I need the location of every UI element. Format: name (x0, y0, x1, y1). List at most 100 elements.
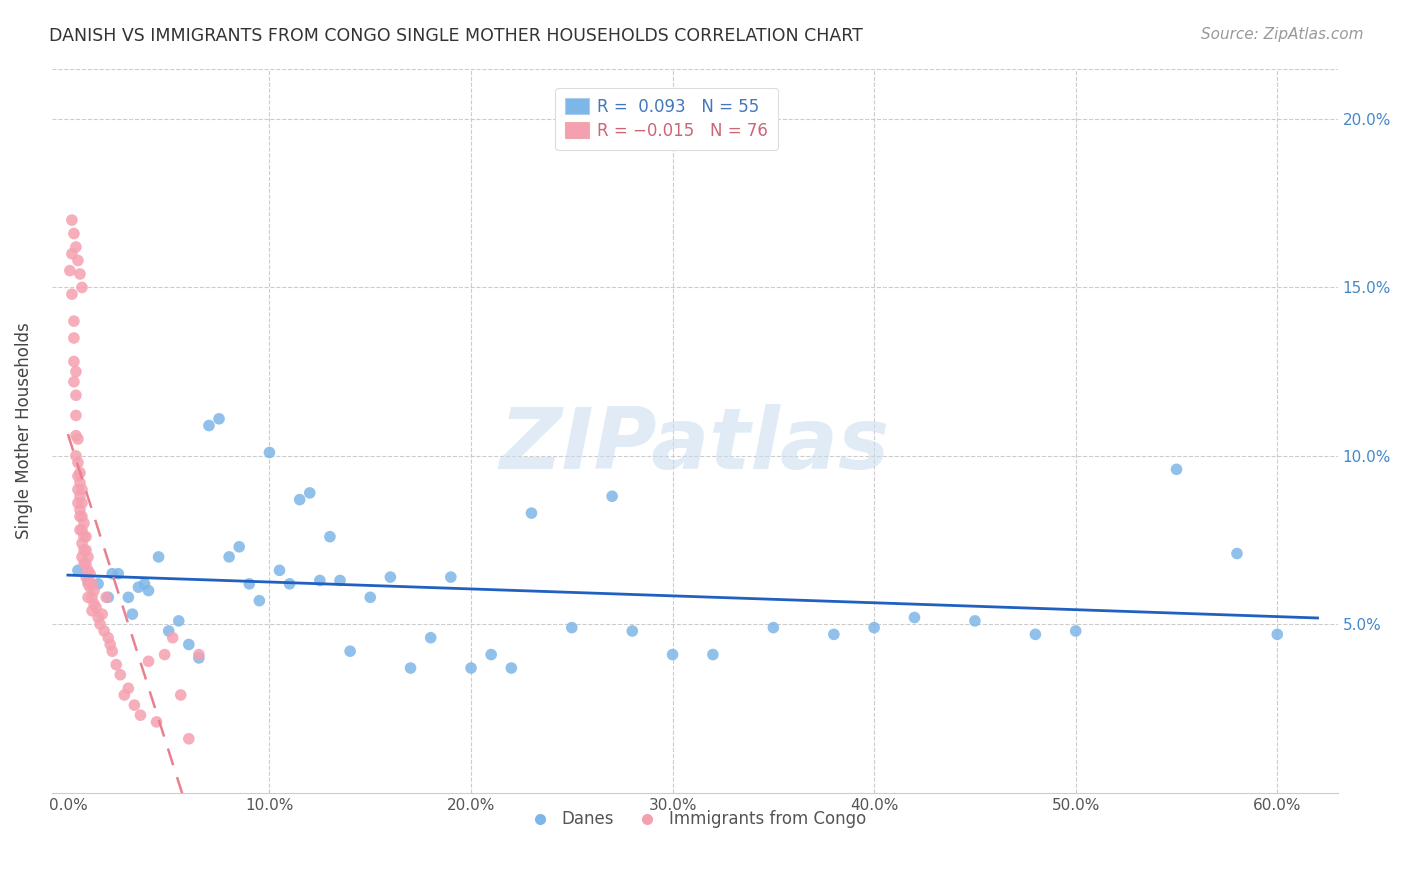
Point (75, 530, 97, 544)
Point (762, 621, 785, 635)
Point (75, 543, 97, 558)
Point (298, 486, 321, 500)
Point (70, 523, 93, 537)
Point (79, 580, 101, 594)
Point (319, 530, 342, 544)
Point (187, 651, 209, 665)
Point (63, 375, 86, 389)
Point (1024, 627, 1046, 641)
Point (97, 591, 120, 605)
Point (77, 549, 100, 564)
Text: ZIPatlas: ZIPatlas (499, 403, 890, 486)
Point (65, 388, 87, 402)
Point (60, 213, 83, 227)
Point (84, 600, 107, 615)
Point (170, 688, 193, 702)
Point (278, 577, 301, 591)
Point (823, 627, 845, 641)
Point (65, 365, 87, 379)
Point (75, 570, 97, 584)
Point (66, 483, 89, 497)
Point (247, 593, 270, 607)
Point (153, 648, 176, 662)
Point (124, 698, 146, 712)
Point (65, 409, 87, 423)
Point (138, 654, 160, 668)
Point (93, 624, 115, 638)
Point (479, 648, 502, 662)
Point (1265, 627, 1288, 641)
Point (59, 263, 82, 277)
Point (65, 428, 87, 442)
Point (661, 648, 683, 662)
Point (198, 418, 221, 433)
Text: DANISH VS IMMIGRANTS FROM CONGO SINGLE MOTHER HOUSEHOLDS CORRELATION CHART: DANISH VS IMMIGRANTS FROM CONGO SINGLE M… (49, 27, 863, 45)
Point (87, 577, 110, 591)
Point (96, 591, 118, 605)
Point (157, 624, 180, 638)
Point (60, 287, 83, 301)
Point (101, 566, 124, 581)
Point (177, 731, 200, 746)
Text: Source: ZipAtlas.com: Source: ZipAtlas.com (1201, 27, 1364, 42)
Point (66, 253, 89, 268)
Point (903, 610, 925, 624)
Point (63, 314, 86, 328)
Point (117, 591, 139, 605)
Point (70, 549, 93, 564)
Point (69, 509, 91, 524)
Point (167, 614, 190, 628)
Point (145, 714, 167, 729)
Point (83, 583, 105, 598)
Point (329, 574, 352, 588)
Point (69, 466, 91, 480)
Point (105, 657, 128, 672)
Point (288, 492, 311, 507)
Point (863, 621, 886, 635)
Point (148, 549, 170, 564)
Point (87, 610, 110, 624)
Point (91, 607, 114, 622)
Point (101, 644, 124, 658)
Point (440, 570, 463, 584)
Point (702, 648, 724, 662)
Point (65, 240, 87, 254)
Point (1226, 547, 1249, 561)
Point (77, 591, 100, 605)
Point (66, 456, 89, 470)
Point (89, 617, 111, 632)
Point (80, 591, 103, 605)
Point (399, 661, 422, 675)
Point (70, 496, 93, 510)
Point (228, 540, 250, 554)
Point (77, 577, 100, 591)
Point (79, 566, 101, 581)
Point (80, 604, 103, 618)
Point (460, 661, 482, 675)
Point (127, 580, 149, 594)
Point (77, 563, 100, 577)
Point (77, 574, 100, 588)
Point (380, 570, 402, 584)
Point (218, 549, 240, 564)
Point (208, 412, 231, 426)
Point (561, 621, 583, 635)
Point (73, 516, 96, 531)
Point (259, 445, 281, 459)
Point (69, 502, 91, 516)
Point (73, 543, 96, 558)
Point (520, 506, 543, 520)
Point (83, 597, 105, 611)
Point (162, 631, 184, 645)
Point (269, 563, 291, 577)
Point (66, 563, 89, 577)
Point (69, 475, 91, 490)
Point (63, 227, 86, 241)
Point (138, 583, 160, 598)
Point (1064, 624, 1087, 638)
Point (339, 644, 361, 658)
Point (600, 489, 623, 503)
Point (73, 557, 96, 571)
Point (80, 577, 103, 591)
Point (359, 591, 381, 605)
